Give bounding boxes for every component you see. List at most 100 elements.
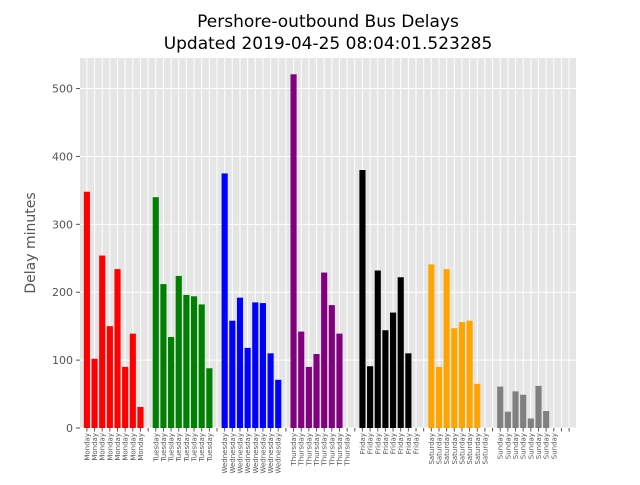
y-tick-label: 500 bbox=[52, 83, 73, 96]
x-tick-label: Monday bbox=[83, 433, 91, 461]
bar-monday bbox=[114, 269, 121, 428]
x-tick-label: Tuesday bbox=[206, 433, 214, 462]
bar-saturday bbox=[428, 264, 435, 428]
x-tick-label: Thursday bbox=[336, 433, 344, 467]
x-tick-label: Friday bbox=[374, 433, 382, 454]
x-tick-label: Tuesday bbox=[175, 433, 183, 462]
bar-series bbox=[83, 74, 550, 428]
chart-subtitle: Updated 2019-04-25 08:04:01.523285 bbox=[164, 34, 493, 54]
x-tick-label: Wednesday bbox=[259, 433, 267, 474]
x-tick-label: Friday bbox=[405, 433, 413, 454]
y-tick-label: 0 bbox=[66, 422, 73, 435]
bar-thursday bbox=[313, 354, 320, 428]
bar-monday bbox=[122, 366, 129, 428]
x-tick-label: Thursday bbox=[328, 433, 336, 467]
bar-friday bbox=[390, 312, 397, 428]
bar-wednesday bbox=[259, 303, 266, 428]
x-tick-label: Wednesday bbox=[221, 433, 229, 474]
x-tick-label: Thursday bbox=[290, 433, 298, 467]
y-tick-label: 100 bbox=[52, 354, 73, 367]
bar-tuesday bbox=[160, 284, 167, 428]
x-tick-label: Sunday bbox=[512, 433, 520, 459]
bar-sunday bbox=[504, 411, 511, 428]
bar-sunday bbox=[535, 385, 542, 428]
x-tick-label: Tuesday bbox=[152, 433, 160, 462]
x-tick-label: Tuesday bbox=[198, 433, 206, 462]
bar-tuesday bbox=[152, 197, 159, 428]
x-tick-label: Sunday bbox=[550, 433, 558, 459]
x-tick-label: Monday bbox=[122, 433, 130, 461]
x-tick-label: Wednesday bbox=[229, 433, 237, 474]
x-tick-label: Sunday bbox=[527, 433, 535, 459]
bar-monday bbox=[106, 326, 113, 428]
bar-sunday bbox=[543, 411, 550, 428]
y-tick-label: 400 bbox=[52, 150, 73, 163]
bar-thursday bbox=[336, 333, 343, 428]
x-tick-label: Sunday bbox=[543, 433, 551, 459]
x-tick-label: Sunday bbox=[535, 433, 543, 459]
bar-thursday bbox=[298, 331, 305, 428]
x-tick-label: Tuesday bbox=[191, 433, 199, 462]
x-tick-label: Sunday bbox=[497, 433, 505, 459]
bar-monday bbox=[129, 333, 136, 428]
x-tick-label: Sunday bbox=[520, 433, 528, 459]
x-tick-label: Sunday bbox=[504, 433, 512, 459]
x-tick-label: Friday bbox=[413, 433, 421, 454]
x-axis: Monday Monday Monday Monday Monday Monday Mond… bbox=[83, 428, 570, 474]
bar-saturday bbox=[474, 383, 481, 428]
x-tick-label: Tuesday bbox=[183, 433, 191, 462]
bar-friday bbox=[405, 353, 412, 428]
x-tick-label: Tuesday bbox=[160, 433, 168, 462]
bar-wednesday bbox=[244, 347, 251, 428]
bar-monday bbox=[99, 255, 106, 428]
x-tick-label: Saturday bbox=[458, 433, 466, 465]
bar-thursday bbox=[321, 272, 328, 428]
bar-thursday bbox=[328, 305, 335, 428]
x-tick-label: Saturday bbox=[435, 433, 443, 465]
bar-thursday bbox=[290, 74, 297, 428]
bar-tuesday bbox=[190, 296, 198, 428]
x-tick-label: Wednesday bbox=[236, 433, 244, 474]
x-tick-label: Wednesday bbox=[244, 433, 252, 474]
bar-monday bbox=[137, 406, 144, 428]
bar-tuesday bbox=[183, 294, 190, 428]
bar-monday bbox=[83, 191, 90, 428]
bar-tuesday bbox=[175, 275, 182, 428]
x-tick-label: Monday bbox=[129, 433, 137, 461]
x-tick-label: Friday bbox=[382, 433, 390, 454]
y-axis: 0 100 200 300 400 500 bbox=[52, 83, 80, 435]
x-tick-label: Friday bbox=[367, 433, 375, 454]
x-tick-label: Monday bbox=[114, 433, 122, 461]
bar-sunday bbox=[512, 391, 519, 428]
bar-wednesday bbox=[252, 302, 259, 428]
x-tick-label: Monday bbox=[91, 433, 99, 461]
x-tick-label: Thursday bbox=[313, 433, 321, 467]
x-tick-label: Saturday bbox=[474, 433, 482, 465]
bar-saturday bbox=[443, 269, 450, 428]
bar-wednesday bbox=[236, 297, 244, 428]
bar-wednesday bbox=[229, 320, 236, 428]
bar-wednesday bbox=[221, 173, 228, 428]
y-axis-label: Delay minutes bbox=[23, 192, 39, 293]
x-tick-label: Friday bbox=[397, 433, 405, 454]
x-tick-label: Wednesday bbox=[252, 433, 260, 474]
bar-tuesday bbox=[198, 304, 205, 428]
bar-friday bbox=[397, 277, 404, 428]
x-tick-label: Saturday bbox=[443, 433, 451, 465]
x-tick-label: Saturday bbox=[428, 433, 436, 465]
bar-friday bbox=[367, 366, 374, 428]
x-tick-label: Friday bbox=[359, 433, 367, 454]
x-tick-label: Monday bbox=[99, 433, 107, 461]
x-tick-label: Thursday bbox=[298, 433, 306, 467]
x-tick-label: Wednesday bbox=[275, 433, 283, 474]
bar-wednesday bbox=[267, 353, 274, 428]
chart-title: Pershore-outbound Bus Delays bbox=[197, 12, 459, 32]
bar-wednesday bbox=[275, 379, 282, 428]
x-tick-label: Saturday bbox=[481, 433, 489, 465]
bar-friday bbox=[359, 170, 366, 428]
bar-monday bbox=[91, 358, 98, 428]
x-tick-label: Saturday bbox=[451, 433, 459, 465]
y-tick-label: 300 bbox=[52, 218, 73, 231]
